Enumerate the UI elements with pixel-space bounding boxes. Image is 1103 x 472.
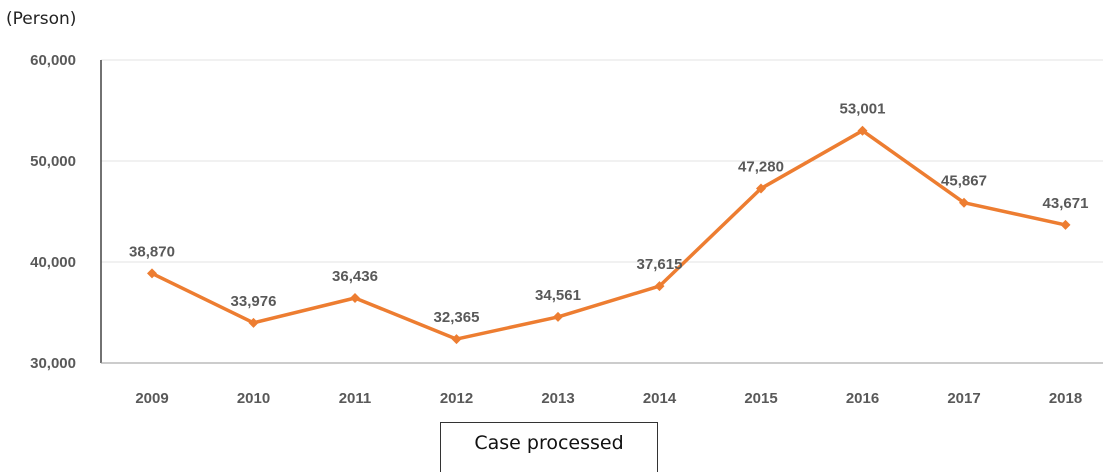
data-point-marker xyxy=(147,268,157,279)
y-tick-label: 60,000 xyxy=(30,52,76,69)
data-label: 34,561 xyxy=(535,287,581,304)
data-label: 47,280 xyxy=(738,158,784,175)
data-point-marker xyxy=(553,311,563,322)
x-tick-label: 2011 xyxy=(339,390,372,407)
x-tick-labels: 2009 2010 2011 2012 2013 2014 2015 2016 2017 2018 xyxy=(135,390,1082,407)
x-tick-label: 2018 xyxy=(1049,390,1082,407)
data-point-marker xyxy=(248,317,259,328)
x-tick-label: 2010 xyxy=(237,390,270,407)
data-label: 36,436 xyxy=(332,268,378,285)
data-point-marker xyxy=(654,281,665,292)
data-point-marker xyxy=(857,125,868,136)
data-point-marker xyxy=(959,197,969,208)
data-point-marker xyxy=(350,292,360,303)
data-label: 45,867 xyxy=(941,173,987,190)
data-label: 38,870 xyxy=(129,243,175,260)
y-tick-label: 40,000 xyxy=(30,254,76,271)
data-point-marker xyxy=(1060,219,1071,230)
x-tick-label: 2014 xyxy=(643,390,677,407)
y-tick-labels: 30,000 40,000 50,000 60,000 xyxy=(30,52,76,372)
x-tick-label: 2017 xyxy=(947,390,980,407)
x-tick-label: 2015 xyxy=(744,390,777,407)
data-label: 33,976 xyxy=(231,293,277,310)
x-tick-label: 2009 xyxy=(135,390,168,407)
x-tick-label: 2013 xyxy=(541,390,574,407)
series-line-case-processed xyxy=(150,128,1068,341)
y-axis-unit-label: (Person) xyxy=(6,9,76,29)
y-tick-label: 30,000 xyxy=(30,355,76,372)
data-point-markers xyxy=(147,125,1071,345)
data-label: 53,001 xyxy=(840,101,886,118)
legend: Case processed xyxy=(440,422,658,472)
gridlines xyxy=(101,59,1103,263)
legend-entry-case-processed: Case processed xyxy=(474,432,624,454)
y-tick-label: 50,000 xyxy=(30,153,76,170)
data-label: 32,365 xyxy=(434,309,480,326)
data-point-marker xyxy=(756,183,766,194)
data-label: 43,671 xyxy=(1043,195,1089,212)
x-tick-label: 2016 xyxy=(846,390,879,407)
data-labels: 38,870 33,976 36,436 32,365 34,561 37,615 47,2… xyxy=(129,101,1088,326)
x-tick-label: 2012 xyxy=(440,390,473,407)
data-label: 37,615 xyxy=(637,256,683,273)
data-point-marker xyxy=(451,334,462,345)
